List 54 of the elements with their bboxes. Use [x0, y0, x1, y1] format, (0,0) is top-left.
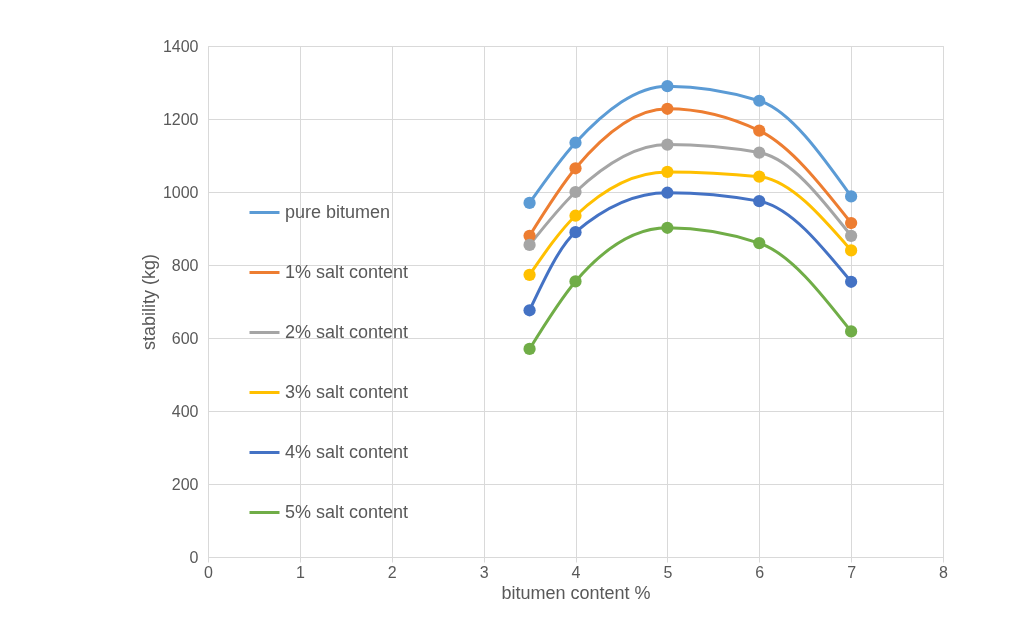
y-tick-label: 600 — [171, 329, 199, 347]
y-tick-label: 200 — [171, 475, 199, 493]
legend-label: pure bitumen — [285, 201, 391, 222]
y-tick-label: 1400 — [162, 37, 199, 55]
point — [569, 209, 582, 222]
legend-label: 3% salt content — [285, 381, 409, 402]
point — [569, 185, 582, 199]
y-tick-label: 1200 — [162, 110, 199, 128]
point — [661, 80, 674, 93]
point — [845, 325, 858, 338]
x-tick-label: 0 — [204, 563, 214, 581]
y-axis-title: stability (kg) — [138, 253, 159, 351]
x-tick-label: 3 — [479, 563, 489, 581]
y-tick-label: 0 — [189, 548, 199, 566]
legend-label: 2% salt content — [285, 321, 409, 342]
y-tick-label: 800 — [171, 256, 199, 274]
legend-label: 5% salt content — [285, 501, 409, 522]
point — [661, 221, 674, 234]
x-tick-label: 7 — [847, 563, 857, 581]
point — [523, 304, 536, 317]
x-tick-label: 1 — [295, 563, 305, 581]
y-tick-label: 400 — [171, 402, 199, 420]
point — [569, 136, 582, 149]
point — [523, 238, 536, 252]
point — [845, 244, 858, 257]
point — [845, 190, 858, 203]
point — [845, 275, 858, 288]
x-tick-label: 4 — [571, 563, 581, 581]
point — [753, 236, 766, 250]
point — [569, 226, 582, 239]
legend-label: 1% salt content — [285, 261, 409, 282]
point — [661, 165, 674, 179]
y-tick-label: 1000 — [162, 183, 199, 201]
point — [661, 102, 674, 115]
point — [753, 170, 766, 183]
point — [523, 268, 536, 281]
point — [753, 94, 766, 107]
x-tick-label: 5 — [663, 563, 673, 581]
point — [753, 146, 766, 159]
legend-label: 4% salt content — [285, 441, 409, 462]
point — [753, 195, 766, 208]
point — [661, 186, 674, 199]
point — [523, 196, 536, 210]
x-axis-title: bitumen content % — [501, 582, 651, 603]
point — [845, 229, 858, 242]
x-tick-label: 8 — [939, 563, 949, 581]
point — [753, 124, 766, 137]
point — [845, 216, 858, 230]
point — [661, 138, 674, 151]
point — [523, 342, 536, 356]
point — [569, 275, 582, 288]
point — [569, 162, 582, 175]
x-tick-label: 2 — [387, 563, 397, 581]
x-tick-label: 6 — [755, 563, 765, 581]
